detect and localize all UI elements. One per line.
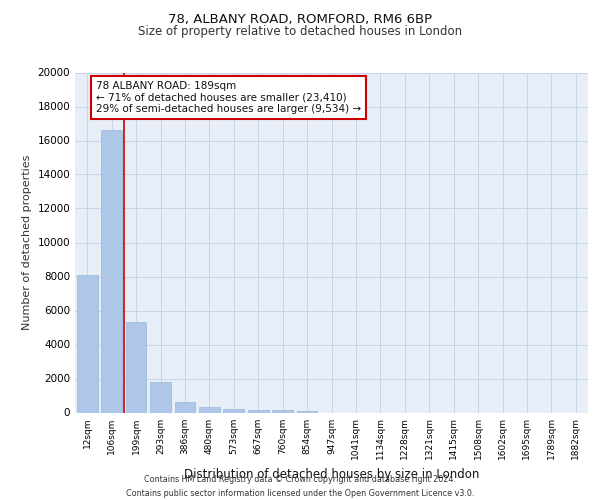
Bar bbox=[199, 406, 220, 412]
Bar bbox=[125, 322, 146, 412]
Text: 78 ALBANY ROAD: 189sqm
← 71% of detached houses are smaller (23,410)
29% of semi: 78 ALBANY ROAD: 189sqm ← 71% of detached… bbox=[96, 81, 361, 114]
Y-axis label: Number of detached properties: Number of detached properties bbox=[22, 155, 32, 330]
Bar bbox=[175, 402, 196, 412]
X-axis label: Distribution of detached houses by size in London: Distribution of detached houses by size … bbox=[184, 468, 479, 481]
Bar bbox=[101, 130, 122, 412]
Text: Size of property relative to detached houses in London: Size of property relative to detached ho… bbox=[138, 25, 462, 38]
Bar bbox=[296, 411, 317, 412]
Text: 78, ALBANY ROAD, ROMFORD, RM6 6BP: 78, ALBANY ROAD, ROMFORD, RM6 6BP bbox=[168, 12, 432, 26]
Bar bbox=[77, 275, 98, 412]
Bar bbox=[272, 410, 293, 412]
Bar bbox=[248, 410, 269, 412]
Bar bbox=[150, 382, 171, 412]
Text: Contains HM Land Registry data © Crown copyright and database right 2024.
Contai: Contains HM Land Registry data © Crown c… bbox=[126, 476, 474, 498]
Bar bbox=[223, 409, 244, 412]
